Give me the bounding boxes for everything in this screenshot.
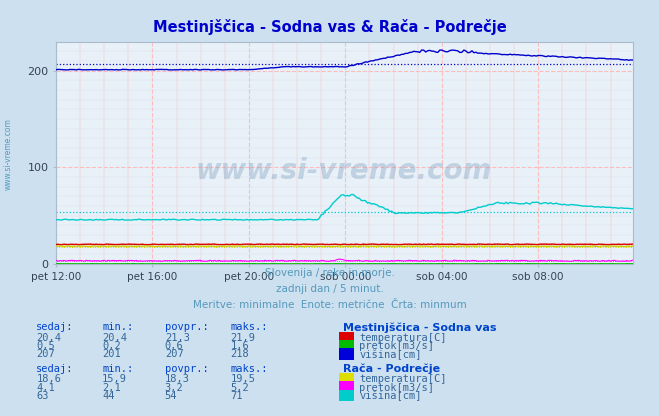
Text: 1,6: 1,6	[231, 341, 249, 351]
Text: 207: 207	[36, 349, 55, 359]
Text: Rača - Podrečje: Rača - Podrečje	[343, 364, 440, 374]
Text: sedaj:: sedaj:	[36, 364, 74, 374]
Text: 20,4: 20,4	[36, 333, 61, 343]
Text: 218: 218	[231, 349, 249, 359]
Text: min.:: min.:	[102, 364, 133, 374]
Text: Meritve: minimalne  Enote: metrične  Črta: minmum: Meritve: minimalne Enote: metrične Črta:…	[192, 300, 467, 310]
Text: temperatura[C]: temperatura[C]	[359, 333, 447, 343]
Text: maks.:: maks.:	[231, 322, 268, 332]
Text: Mestinjščica - Sodna vas: Mestinjščica - Sodna vas	[343, 322, 496, 333]
Text: 0,6: 0,6	[165, 341, 183, 351]
Text: 20,4: 20,4	[102, 333, 127, 343]
Text: 21,3: 21,3	[165, 333, 190, 343]
Text: višina[cm]: višina[cm]	[359, 349, 422, 360]
Text: 21,9: 21,9	[231, 333, 256, 343]
Text: 54: 54	[165, 391, 177, 401]
Text: www.si-vreme.com: www.si-vreme.com	[3, 118, 13, 190]
Text: 18,3: 18,3	[165, 374, 190, 384]
Text: 4,1: 4,1	[36, 383, 55, 393]
Text: povpr.:: povpr.:	[165, 364, 208, 374]
Text: pretok[m3/s]: pretok[m3/s]	[359, 341, 434, 351]
Text: 3,2: 3,2	[165, 383, 183, 393]
Text: 0,5: 0,5	[36, 341, 55, 351]
Text: 2,1: 2,1	[102, 383, 121, 393]
Text: 44: 44	[102, 391, 115, 401]
Text: 0,2: 0,2	[102, 341, 121, 351]
Text: povpr.:: povpr.:	[165, 322, 208, 332]
Text: 63: 63	[36, 391, 49, 401]
Text: temperatura[C]: temperatura[C]	[359, 374, 447, 384]
Text: 19,5: 19,5	[231, 374, 256, 384]
Text: pretok[m3/s]: pretok[m3/s]	[359, 383, 434, 393]
Text: Slovenija / reke in morje.: Slovenija / reke in morje.	[264, 268, 395, 278]
Text: 201: 201	[102, 349, 121, 359]
Text: 15,9: 15,9	[102, 374, 127, 384]
Text: zadnji dan / 5 minut.: zadnji dan / 5 minut.	[275, 284, 384, 294]
Text: 207: 207	[165, 349, 183, 359]
Text: 71: 71	[231, 391, 243, 401]
Text: 5,2: 5,2	[231, 383, 249, 393]
Text: Mestinjščica - Sodna vas & Rača - Podrečje: Mestinjščica - Sodna vas & Rača - Podreč…	[153, 19, 506, 35]
Text: min.:: min.:	[102, 322, 133, 332]
Text: višina[cm]: višina[cm]	[359, 391, 422, 401]
Text: 18,6: 18,6	[36, 374, 61, 384]
Text: www.si-vreme.com: www.si-vreme.com	[196, 157, 492, 185]
Text: sedaj:: sedaj:	[36, 322, 74, 332]
Text: maks.:: maks.:	[231, 364, 268, 374]
